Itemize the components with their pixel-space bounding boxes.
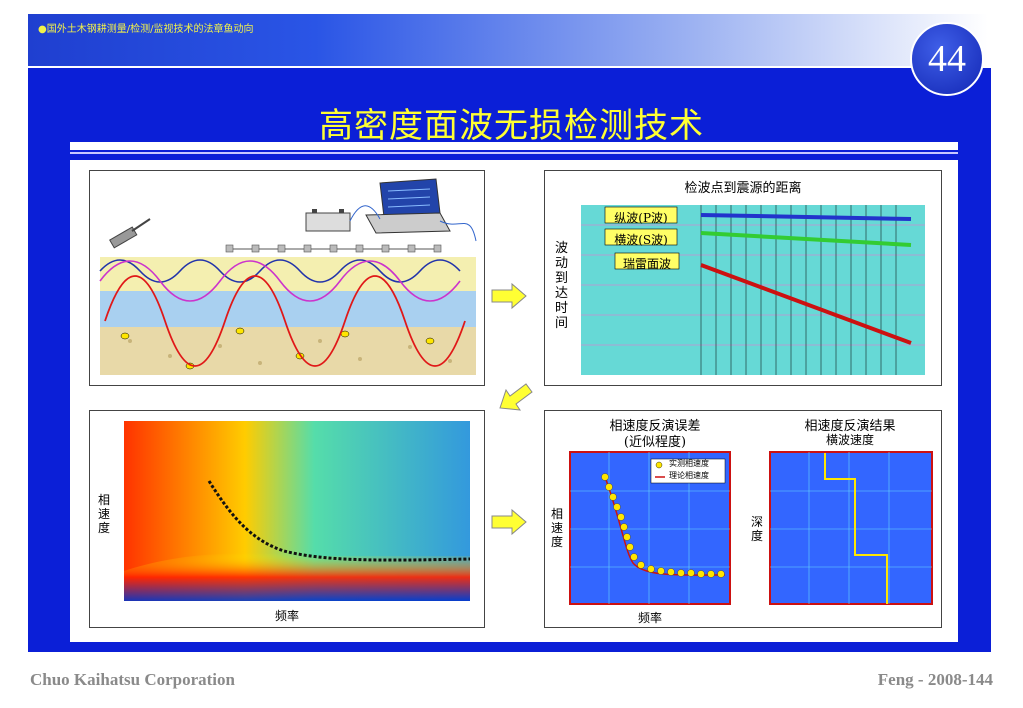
rayleigh-wave-label: 瑞雷面波 bbox=[622, 257, 671, 271]
legend-theoretical: 理论相速度 bbox=[669, 471, 709, 480]
hammer-icon bbox=[109, 218, 151, 249]
arrow-down-left-icon bbox=[499, 383, 533, 411]
depth-axis-label: 深度 bbox=[751, 515, 764, 543]
inversion-panel: 相速度反演误差 (近似程度) 相速度反演结果 横波速度 相速度 实测 bbox=[544, 410, 942, 628]
distance-title: 检波点到震源的距离 bbox=[684, 181, 802, 196]
company-name: Chuo Kaihatsu Corporation bbox=[30, 670, 235, 689]
travel-time-panel: 检波点到震源的距离 波动到达时间 bbox=[544, 170, 942, 386]
inversion-result-subtitle: 横波速度 bbox=[825, 433, 874, 447]
title-divider bbox=[70, 142, 958, 150]
frequency-axis-label-2: 频率 bbox=[637, 611, 662, 625]
s-wave-label: 横波(S波) bbox=[614, 233, 668, 247]
laptop-icon bbox=[365, 178, 451, 234]
dispersion-heatmap bbox=[124, 421, 470, 601]
content-area: 检波点到震源的距离 波动到达时间 bbox=[70, 160, 958, 642]
breadcrumb: ●国外土木钢耕测量/检测/监视技术的法章鱼动向 bbox=[38, 24, 254, 35]
inversion-result-chart bbox=[769, 451, 933, 605]
arrow-right-icon bbox=[491, 508, 527, 536]
dispersion-panel: 相速度 频率 bbox=[89, 410, 485, 628]
inversion-error-chart bbox=[569, 451, 731, 605]
field-setup-illustration bbox=[99, 178, 477, 375]
document-code: Feng - 2008-144 bbox=[877, 670, 993, 689]
velocity-axis-label: 相速度 bbox=[98, 493, 111, 535]
header-gradient-bar bbox=[28, 14, 988, 66]
field-setup-panel bbox=[89, 170, 485, 386]
arrival-time-label: 波动到达时间 bbox=[555, 241, 569, 331]
inversion-error-subtitle: (近似程度) bbox=[623, 435, 687, 450]
frequency-axis-label: 频率 bbox=[274, 609, 299, 623]
p-wave-label: 纵波(P波) bbox=[614, 211, 668, 225]
arrow-right-icon bbox=[491, 282, 527, 310]
battery-icon bbox=[305, 209, 351, 232]
inversion-result-title: 相速度反演结果 bbox=[804, 419, 896, 434]
phase-velocity-label: 相速度 bbox=[551, 507, 564, 549]
inversion-error-title: 相速度反演误差 bbox=[609, 419, 701, 434]
travel-time-chart bbox=[581, 205, 925, 375]
legend-measured: 实测相速度 bbox=[669, 459, 709, 468]
slide-title: 高密度面波无损检测技术 bbox=[319, 106, 704, 146]
slide-number-badge: 44 bbox=[910, 22, 984, 96]
title-divider-shadow bbox=[70, 152, 958, 154]
